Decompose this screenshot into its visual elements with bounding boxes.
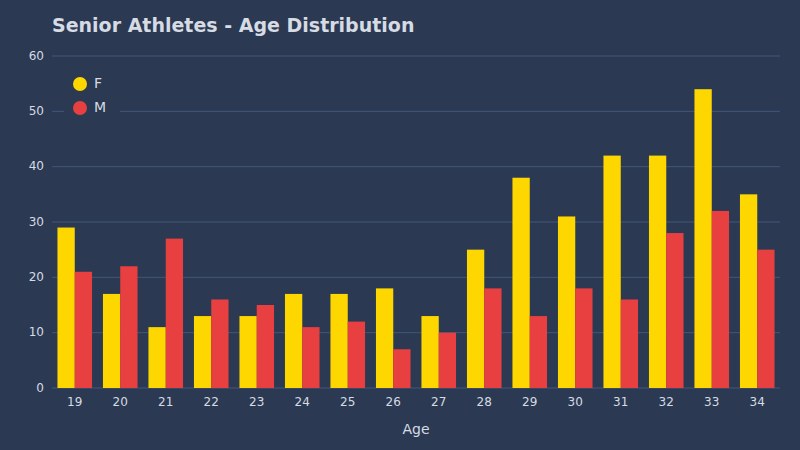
y-tick-label: 40: [29, 159, 44, 173]
x-tick-label: 21: [158, 395, 173, 409]
bar: [148, 327, 165, 388]
x-tick-label: 29: [522, 395, 537, 409]
bar: [558, 216, 575, 388]
x-tick-label: 31: [613, 395, 628, 409]
bar: [439, 333, 456, 388]
bar: [421, 316, 438, 388]
legend-swatch: [73, 101, 87, 115]
bar: [257, 305, 274, 388]
x-tick-label: 20: [113, 395, 128, 409]
bar: [512, 178, 529, 388]
bar: [57, 228, 74, 388]
x-tick-label: 22: [204, 395, 219, 409]
x-axis-label: Age: [402, 421, 429, 437]
grid-line: [52, 222, 780, 223]
grid-line: [52, 166, 780, 167]
y-tick-label: 20: [29, 270, 44, 284]
y-tick-label: 50: [29, 104, 44, 118]
bar: [103, 294, 120, 388]
x-tick-label: 19: [67, 395, 82, 409]
y-tick-label: 0: [36, 381, 44, 395]
x-tick-label: 30: [568, 395, 583, 409]
chart: 0 10 20 30 40 50 60 19 20 21 22 23 24 25 26 27 28 29 30 31 3…: [0, 0, 800, 450]
bar: [376, 288, 393, 388]
x-axis: 19 20 21 22 23 24 25 26 27 28 29 30 31 32 33 34: [67, 395, 765, 409]
bars: [57, 89, 774, 388]
bar: [211, 299, 228, 388]
x-tick-label: 23: [249, 395, 264, 409]
y-tick-label: 60: [29, 49, 44, 63]
title: Senior Athletes - Age Distribution: [52, 14, 414, 36]
legend-box: [64, 66, 120, 126]
bar: [603, 156, 620, 388]
x-tick-label: 27: [431, 395, 446, 409]
grid-line: [52, 111, 780, 112]
legend-label: M: [94, 99, 106, 115]
bar: [530, 316, 547, 388]
bar: [302, 327, 319, 388]
bar: [467, 250, 484, 388]
x-tick-label: 26: [386, 395, 401, 409]
legend-swatch: [73, 77, 87, 91]
x-tick-label: 24: [295, 395, 310, 409]
bar: [393, 349, 410, 388]
x-tick-label: 32: [659, 395, 674, 409]
bar: [75, 272, 92, 388]
bar: [484, 288, 501, 388]
x-tick-label: 34: [750, 395, 765, 409]
bar: [285, 294, 302, 388]
bar: [330, 294, 347, 388]
legend: FM: [64, 66, 120, 126]
x-tick-label: 28: [477, 395, 492, 409]
grid-line: [52, 56, 780, 57]
bar: [712, 211, 729, 388]
y-axis: 0 10 20 30 40 50 60: [29, 49, 780, 395]
bar: [575, 288, 592, 388]
bar: [194, 316, 211, 388]
bar: [239, 316, 256, 388]
bar: [740, 194, 757, 388]
bar: [348, 322, 365, 388]
y-tick-label: 10: [29, 325, 44, 339]
bar: [621, 299, 638, 388]
bar: [166, 239, 183, 388]
x-tick-label: 33: [704, 395, 719, 409]
chart-container: 0 10 20 30 40 50 60 19 20 21 22 23 24 25 26 27 28 29 30 31 3…: [0, 0, 800, 450]
x-tick-label: 25: [340, 395, 355, 409]
bar: [120, 266, 137, 388]
legend-label: F: [94, 75, 102, 91]
bar: [757, 250, 774, 388]
bar: [666, 233, 683, 388]
bar: [694, 89, 711, 388]
y-tick-label: 30: [29, 215, 44, 229]
bar: [649, 156, 666, 388]
